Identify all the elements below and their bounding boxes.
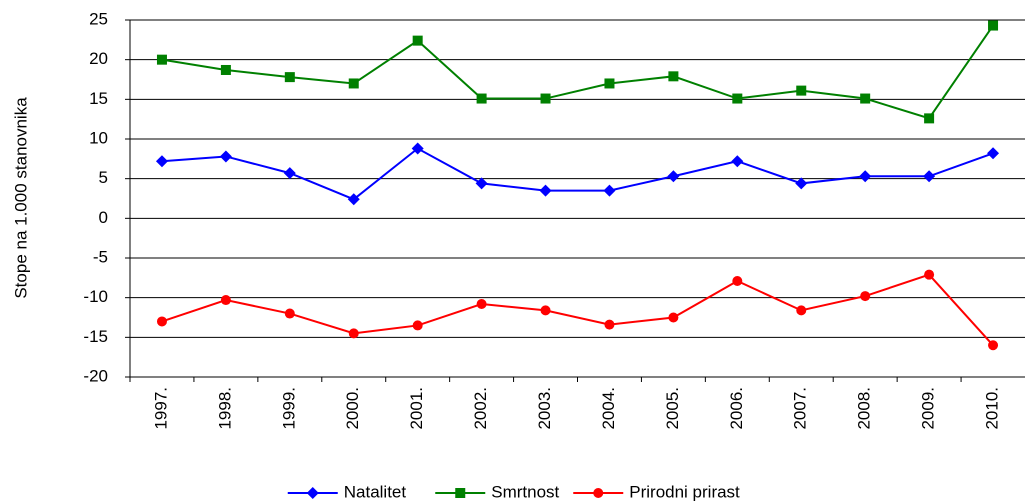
- y-tick-label: 15: [89, 89, 108, 108]
- data-point: [348, 328, 359, 339]
- y-tick-label: 25: [89, 9, 108, 28]
- y-tick-label: -10: [83, 287, 108, 306]
- x-tick-label: 2006.: [727, 387, 746, 430]
- y-axis-label: Stope na 1.000 stanovnika: [11, 97, 30, 299]
- data-point: [732, 93, 743, 104]
- data-point: [987, 147, 1000, 160]
- data-point: [859, 170, 872, 183]
- data-point: [539, 184, 552, 197]
- data-point: [155, 155, 168, 168]
- data-point: [284, 72, 295, 83]
- legend-marker: [455, 488, 466, 498]
- y-tick-label: 10: [89, 128, 108, 147]
- legend-marker: [306, 487, 319, 499]
- series-line: [161, 273, 994, 346]
- x-tick-label: 2000.: [343, 387, 362, 430]
- data-point: [668, 71, 679, 82]
- x-tick-label: 2008.: [855, 387, 874, 430]
- x-tick-label: 2009.: [919, 387, 938, 430]
- data-point: [411, 142, 424, 155]
- data-point: [923, 170, 936, 183]
- data-point: [283, 167, 296, 180]
- data-point: [476, 93, 487, 104]
- data-point: [604, 78, 615, 89]
- data-point: [540, 93, 551, 104]
- x-tick-label: 2007.: [791, 387, 810, 430]
- x-tick-label: 1998.: [215, 387, 234, 430]
- y-tick-label: -20: [83, 366, 108, 385]
- data-point: [924, 269, 935, 280]
- data-point: [284, 308, 295, 319]
- data-point: [156, 54, 167, 65]
- x-tick-label: 2001.: [407, 387, 426, 430]
- legend-marker: [593, 488, 604, 498]
- data-point: [860, 93, 871, 104]
- data-point: [475, 177, 488, 190]
- x-tick-label: 2004.: [599, 387, 618, 430]
- y-tick-label: 20: [89, 49, 108, 68]
- series-line: [161, 147, 994, 201]
- data-point: [732, 276, 743, 287]
- x-tick-label: 2010.: [983, 387, 1002, 430]
- data-point: [604, 319, 615, 330]
- data-point: [988, 20, 999, 31]
- legend-label: Prirodni prirast: [629, 482, 740, 501]
- x-tick-label: 1997.: [151, 387, 170, 430]
- x-tick-label: 2002.: [471, 387, 490, 430]
- data-point: [731, 155, 744, 168]
- data-point: [668, 312, 679, 323]
- data-point: [860, 291, 871, 302]
- legend-label: Smrtnost: [491, 482, 559, 501]
- data-point: [796, 85, 807, 96]
- data-point: [988, 340, 999, 351]
- y-tick-label: 5: [99, 168, 108, 187]
- y-tick-label: -15: [83, 327, 108, 346]
- x-tick-label: 2003.: [535, 387, 554, 430]
- data-point: [412, 35, 423, 46]
- x-tick-label: 2005.: [663, 387, 682, 430]
- series-line: [161, 24, 994, 120]
- data-point: [412, 320, 423, 331]
- data-point: [348, 78, 359, 89]
- data-point: [220, 64, 231, 75]
- data-point: [156, 316, 167, 327]
- x-tick-label: 1999.: [279, 387, 298, 430]
- data-point: [540, 305, 551, 316]
- data-point: [603, 184, 616, 197]
- y-tick-label: 0: [99, 208, 108, 227]
- data-point: [796, 305, 807, 316]
- data-point: [220, 295, 231, 306]
- data-point: [795, 177, 808, 190]
- data-point: [219, 150, 232, 163]
- data-point: [476, 299, 487, 310]
- data-point: [347, 193, 360, 206]
- data-point: [667, 170, 680, 183]
- legend-label: Natalitet: [344, 482, 407, 501]
- data-point: [924, 113, 935, 124]
- y-tick-label: -5: [93, 247, 108, 266]
